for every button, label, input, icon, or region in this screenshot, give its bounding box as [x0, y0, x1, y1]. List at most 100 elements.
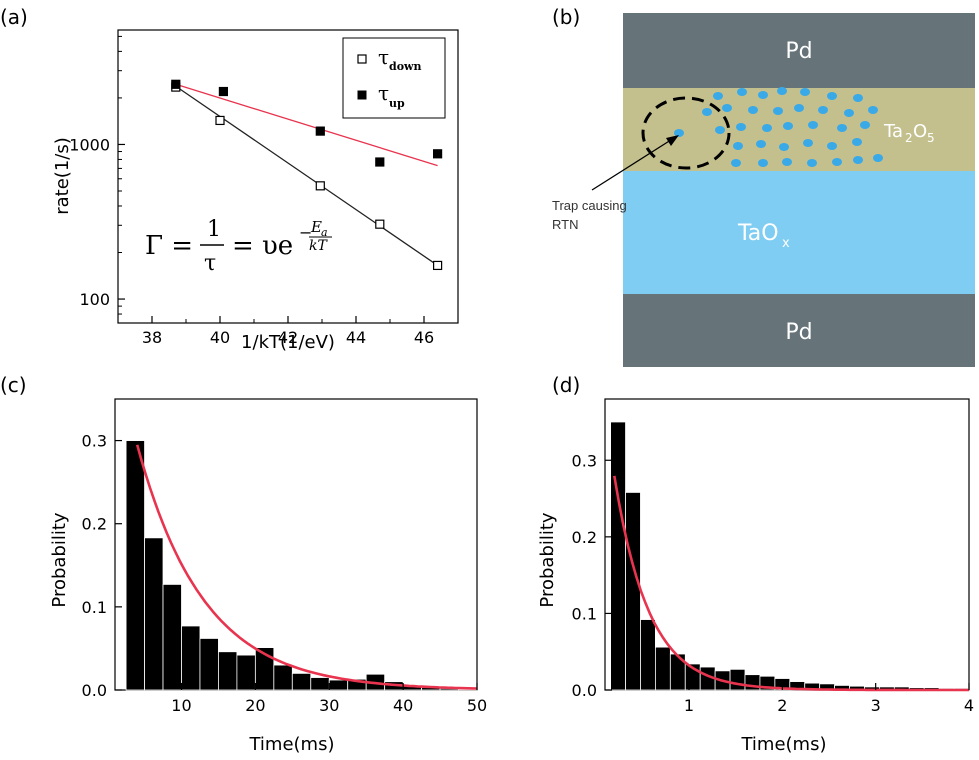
vacancy-dot	[758, 159, 768, 167]
vacancy-dot	[777, 87, 787, 95]
legend-label-tau-down: τ	[378, 45, 389, 69]
device-stack-diagram: Pd Pd Ta 2 O 5 TaO x Trap causing RTN	[552, 13, 975, 367]
vacancy-dot	[853, 94, 863, 102]
trap-arrow-head	[666, 135, 679, 146]
panel-label-a: (a)	[0, 5, 28, 29]
ta2o5-label-sub1: 2	[905, 131, 913, 145]
equation-frac-num: 1	[207, 217, 221, 242]
chart-c-xtick-label: 30	[319, 696, 339, 715]
chart-c-xtick-label: 20	[245, 696, 265, 715]
vacancy-dot	[748, 106, 758, 114]
vacancy-dot	[860, 121, 870, 129]
panel-label-d: (d)	[552, 373, 580, 397]
arrhenius-equation: Γ = 1 τ = υe − E a kT	[145, 217, 332, 276]
pd-bottom-layer	[623, 294, 975, 367]
chart-c-ticks: 10 20 30 40 50 0.0 0.1 0.2 0.3	[82, 432, 488, 715]
chart-c-bar	[125, 440, 145, 691]
tau-down-point	[215, 115, 225, 126]
chart-a-ytick-label: 100	[79, 290, 110, 309]
vacancy-dot	[873, 154, 883, 162]
taox-label-sub: x	[782, 236, 790, 251]
trap-highlight-circle	[641, 96, 731, 170]
chart-c-ylabel: Probability	[49, 512, 70, 607]
dwell-time-histogram-d: 1 2 3 4 0.0 0.1 0.2 0.3 Time(ms) Probability	[537, 398, 975, 755]
chart-a-xtick-label: 46	[414, 328, 434, 347]
chart-a-xtick-label: 44	[346, 328, 366, 347]
vacancy-dot	[722, 104, 732, 112]
pd-top-label: Pd	[785, 39, 812, 64]
equation-exp-num: E	[310, 218, 322, 236]
chart-d-frame	[604, 398, 970, 691]
chart-a-xtick-label: 40	[210, 328, 230, 347]
chart-c-xlabel: Time(ms)	[248, 734, 334, 755]
chart-d-bar	[640, 619, 656, 691]
vacancy-dot	[800, 88, 810, 96]
rate-vs-inverse-temperature-chart: 38 40 42 44 46 100 1000 τ down τ up Γ = 1 τ = …	[52, 29, 459, 353]
chart-c-bar	[181, 625, 201, 691]
panel-label-b: (b)	[552, 5, 580, 29]
vacancy-dot	[827, 92, 837, 100]
vacancy-dot	[779, 143, 789, 151]
ta2o5-label: Ta 2 O 5	[883, 121, 935, 145]
chart-d-xtick-label: 3	[871, 696, 881, 715]
chart-c-bars	[125, 440, 478, 691]
chart-d-bars	[610, 421, 970, 692]
chart-c-bar	[218, 651, 238, 691]
chart-d-bar	[610, 421, 626, 691]
chart-c-xtick-label: 40	[393, 696, 413, 715]
pd-top-layer	[623, 13, 975, 88]
chart-d-xtick-label: 2	[777, 696, 787, 715]
chart-d-bar	[625, 492, 641, 691]
equation-lhs: Γ =	[145, 231, 193, 261]
vacancy-dot	[674, 129, 684, 137]
taox-label-main: TaO	[737, 221, 779, 246]
equation-rhs: υe	[262, 231, 293, 261]
vacancy-dot	[758, 91, 768, 99]
tau-up-point	[171, 79, 181, 89]
taox-layer	[623, 171, 975, 294]
vacancy-dot	[773, 107, 783, 115]
vacancy-dot	[803, 139, 813, 147]
trap-annotation-line1: Trap causing	[552, 198, 627, 213]
pd-bottom-label: Pd	[785, 320, 812, 345]
vacancy-dot	[807, 159, 817, 167]
chart-d-ticks: 1 2 3 4 0.0 0.1 0.2 0.3	[572, 451, 975, 715]
chart-d-exponential-fit	[613, 475, 969, 692]
vacancy-dot	[783, 122, 793, 130]
tau-up-fit-line	[175, 83, 438, 167]
tau-up-point	[433, 149, 443, 159]
equation-exp-num-sub: a	[321, 226, 328, 239]
legend-box	[342, 37, 446, 119]
chart-d-bar	[729, 668, 746, 691]
chart-c-ytick-label: 0.1	[82, 598, 107, 617]
tau-up-point	[218, 86, 228, 97]
chart-a-xtick-label: 38	[142, 328, 162, 347]
vacancy-dot	[868, 106, 878, 114]
vacancy-dot	[837, 124, 847, 132]
chart-d-ytick-label: 0.2	[572, 528, 597, 547]
chart-c-bar	[291, 672, 312, 691]
vacancy-dot	[832, 158, 842, 166]
legend-filled-square-marker	[357, 90, 367, 100]
ta2o5-label-o: O	[913, 121, 927, 142]
chart-a-ticks: 38 40 42 44 46 100 1000	[69, 35, 459, 347]
vacancy-dot	[762, 124, 772, 132]
vacancy-dot	[713, 92, 723, 100]
taox-label: TaO x	[737, 221, 790, 251]
ta2o5-label-main: Ta	[883, 121, 903, 142]
trap-arrow-line	[591, 137, 675, 191]
ta2o5-layer	[623, 88, 975, 171]
vacancy-dot	[715, 126, 725, 134]
equation-exp-den: kT	[309, 238, 328, 254]
vacancy-dot	[756, 140, 766, 148]
vacancy-dot	[733, 142, 743, 150]
vacancy-dot	[737, 88, 747, 96]
chart-a-ylabel: rate(1/s)	[52, 137, 73, 215]
chart-c-bar	[199, 638, 219, 691]
tau-up-point	[315, 126, 325, 136]
vacancy-dot	[702, 108, 712, 116]
chart-c-xtick-label: 10	[171, 696, 191, 715]
equation-frac-den: τ	[204, 251, 216, 276]
chart-c-exponential-fit	[135, 444, 478, 690]
